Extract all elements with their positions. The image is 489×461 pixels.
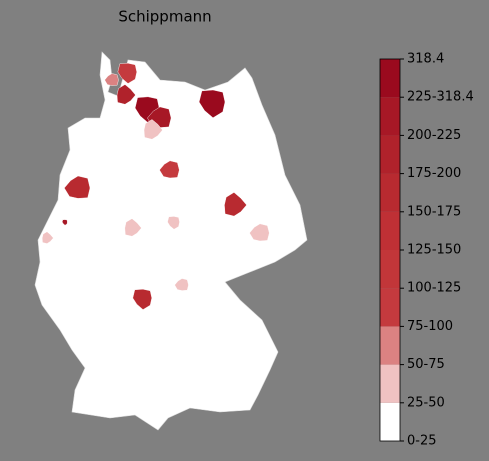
colorbar-label: 200-225: [407, 128, 461, 143]
region: [143, 119, 163, 140]
colorbar-label: 318.4: [407, 52, 444, 67]
colorbar-label: 100-125: [407, 281, 461, 296]
region: [132, 288, 153, 310]
colorbar-label: 0-25: [407, 434, 437, 449]
colorbar-band: [380, 211, 400, 250]
colorbar-label: 25-50: [407, 395, 445, 410]
colorbar-label: 50-75: [407, 357, 445, 372]
region: [198, 89, 226, 119]
colorbar-band: [380, 402, 400, 441]
colorbar-label: 175-200: [407, 166, 461, 181]
region: [41, 231, 54, 244]
region: [224, 192, 247, 217]
region: [116, 84, 136, 105]
region: [249, 223, 270, 242]
colorbar-label: 125-150: [407, 243, 461, 258]
country-outline: [34, 51, 308, 431]
colorbar-label: 75-100: [407, 319, 453, 334]
region: [64, 175, 91, 199]
colorbar-band: [380, 173, 400, 212]
region: [124, 218, 142, 237]
region: [167, 216, 180, 230]
colorbar-band: [380, 364, 400, 403]
colorbar-band: [380, 135, 400, 174]
colorbar-band: [380, 326, 400, 365]
colorbar-band: [380, 59, 400, 98]
regions: [41, 62, 270, 310]
colorbar-band: [380, 288, 400, 327]
region: [117, 62, 138, 84]
region: [104, 73, 119, 86]
colorbar-band: [380, 97, 400, 136]
colorbar-band: [380, 250, 400, 289]
colorbar: 0-25 25-50 50-75 75-100 100-125 125-150 150-17…: [379, 52, 474, 449]
region: [159, 160, 180, 179]
region: [174, 278, 189, 291]
map-title: Schippmann: [118, 8, 211, 26]
colorbar-label: 150-175: [407, 204, 461, 219]
region: [61, 219, 68, 226]
colorbar-label: 225-318.4: [407, 90, 474, 105]
